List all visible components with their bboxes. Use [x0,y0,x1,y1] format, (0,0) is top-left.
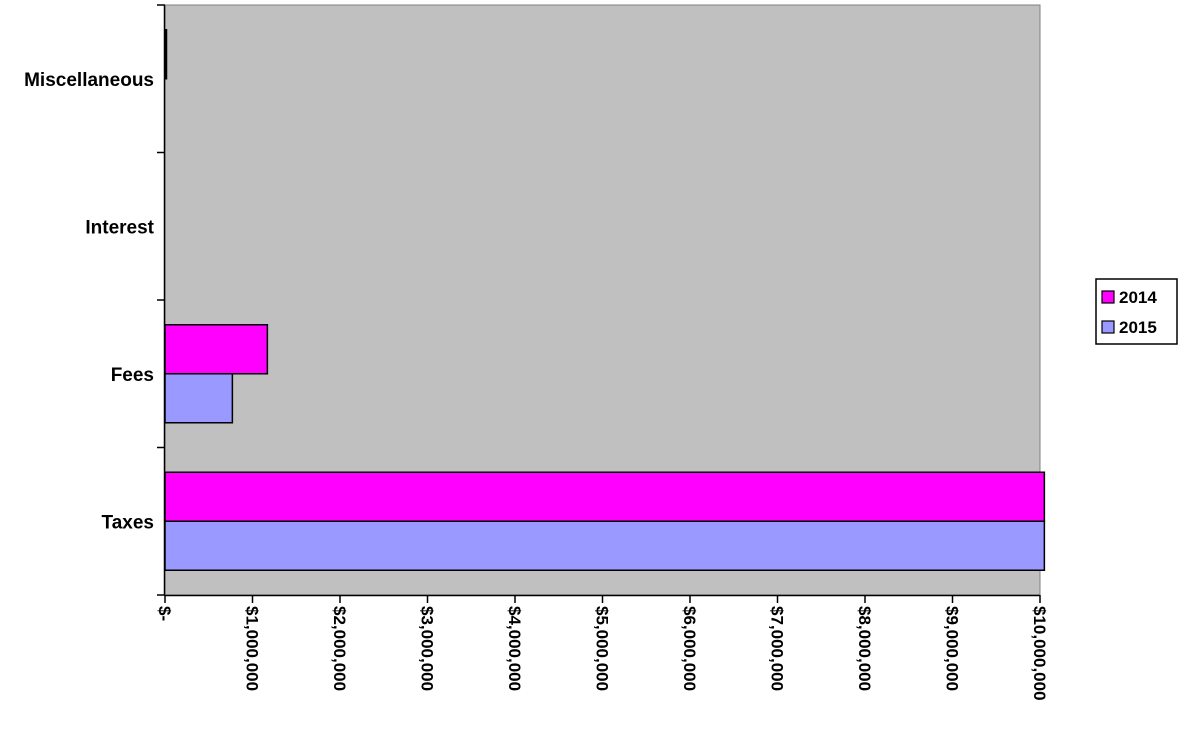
legend-swatch-2015 [1101,320,1115,334]
legend-label-2015: 2015 [1119,318,1157,337]
bar-taxes-2014 [164,471,1046,522]
axes: Taxes Fees Interest Miscellaneous $- $1,000,0… [24,4,1049,701]
x-tick-label: $10,000,000 [1030,606,1049,701]
x-tick-label: $5,000,000 [593,606,612,691]
x-tick-label: $6,000,000 [680,606,699,691]
bar-taxes-2015 [164,520,1046,571]
x-tick-label: $- [155,606,174,621]
bars-group [164,29,1046,571]
x-tick-label: $8,000,000 [855,606,874,691]
bar-fees-2014 [164,324,269,375]
legend-swatch-2014 [1101,290,1115,304]
x-tick-label: $9,000,000 [943,606,962,691]
bar-fees-2015 [164,373,234,424]
x-tick-label: $1,000,000 [243,606,262,691]
legend: 2014 2015 [1095,278,1178,345]
legend-label-2014: 2014 [1119,288,1157,307]
category-label-interest: Interest [85,217,154,238]
x-tick-label: $2,000,000 [330,606,349,691]
x-tick-label: $7,000,000 [768,606,787,691]
x-tick-label: $4,000,000 [505,606,524,691]
category-label-taxes: Taxes [102,512,154,533]
category-label-miscellaneous: Miscellaneous [24,70,154,91]
x-tick-label: $3,000,000 [418,606,437,691]
category-label-fees: Fees [111,365,154,386]
